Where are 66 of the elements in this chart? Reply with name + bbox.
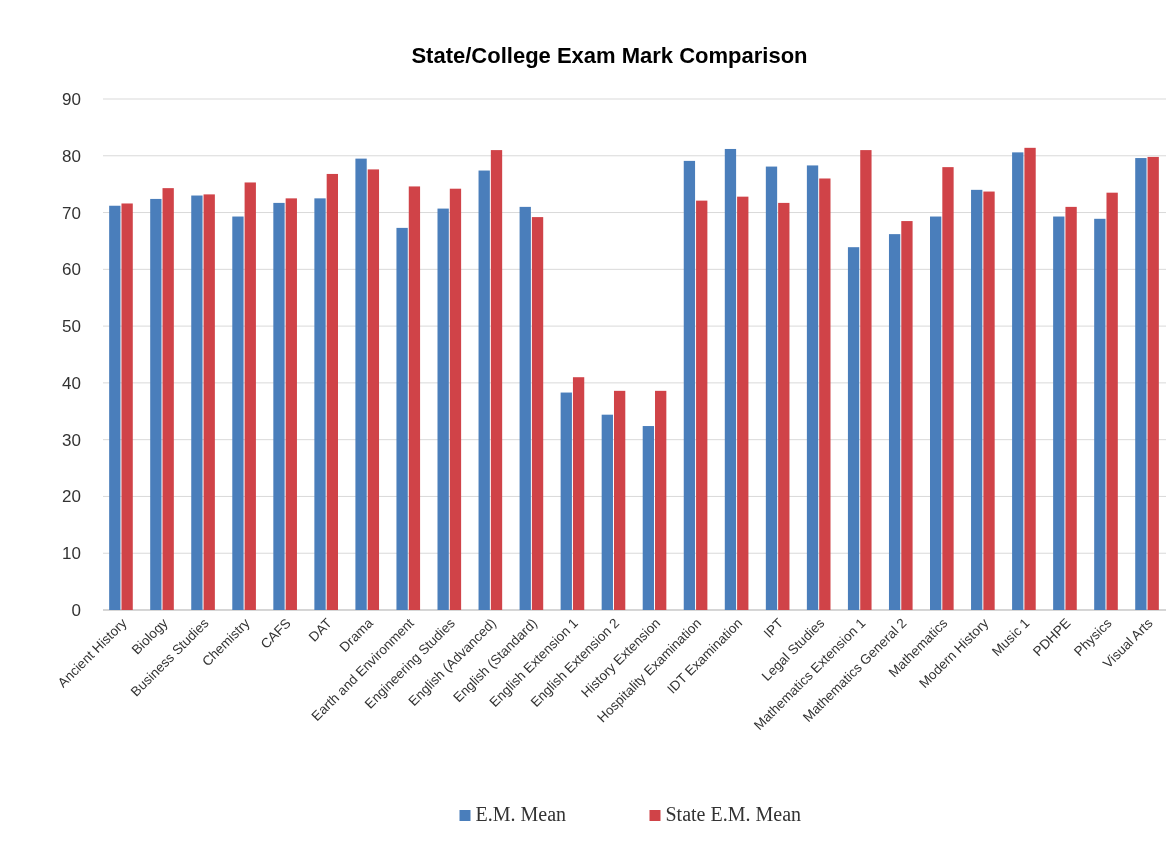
bar	[683, 160, 696, 610]
bar	[367, 169, 380, 610]
x-tick-label: IPT	[760, 615, 787, 641]
bar	[888, 234, 901, 610]
y-tick-label: 30	[62, 430, 81, 450]
bar	[285, 198, 297, 610]
bar	[983, 191, 995, 610]
bar	[901, 221, 913, 610]
bar	[930, 216, 942, 610]
bar	[819, 178, 831, 610]
bar	[806, 165, 819, 610]
bar	[971, 189, 983, 610]
y-tick-label: 0	[71, 600, 81, 620]
bar	[1053, 216, 1065, 610]
bar	[273, 202, 285, 610]
bar	[314, 198, 326, 610]
bar	[1024, 147, 1036, 610]
chart-title: State/College Exam Mark Comparison	[411, 43, 808, 68]
bar	[478, 170, 490, 610]
bar	[1106, 192, 1118, 610]
y-tick-label: 20	[62, 487, 81, 507]
bar	[942, 167, 954, 610]
bar	[847, 247, 860, 610]
bar	[778, 202, 790, 610]
bar	[1094, 218, 1106, 610]
bar	[396, 227, 408, 610]
bar	[613, 390, 626, 610]
y-tick-label: 80	[62, 146, 81, 166]
bar	[642, 426, 655, 610]
legend-label: State E.M. Mean	[665, 803, 802, 825]
bar	[560, 392, 572, 610]
bar	[162, 188, 174, 610]
bar	[191, 195, 203, 610]
bar	[326, 173, 338, 610]
y-tick-label: 50	[62, 317, 81, 337]
bar	[601, 414, 613, 610]
bar	[655, 390, 667, 610]
bar	[203, 194, 215, 610]
bar	[696, 200, 708, 610]
bar	[765, 166, 778, 610]
bar	[519, 206, 531, 610]
bar	[408, 186, 421, 610]
bar	[1135, 158, 1147, 610]
bar	[1012, 152, 1024, 610]
y-tick-label: 70	[62, 203, 81, 223]
y-tick-label: 10	[62, 544, 81, 564]
bar	[531, 217, 544, 610]
bar	[860, 150, 872, 610]
legend-label: E.M. Mean	[475, 803, 567, 825]
bar	[109, 205, 121, 610]
bar	[449, 188, 462, 610]
bar	[490, 150, 503, 610]
bar	[572, 377, 585, 610]
bar	[737, 196, 749, 610]
bar	[121, 203, 133, 610]
bar	[1147, 156, 1159, 610]
bar	[437, 208, 449, 610]
bar	[1065, 206, 1077, 610]
bar	[355, 158, 367, 610]
bar	[724, 148, 737, 610]
y-tick-label: 40	[62, 373, 81, 393]
bar	[244, 182, 256, 610]
bar	[232, 216, 244, 610]
bar	[150, 198, 162, 610]
y-tick-label: 60	[62, 260, 81, 280]
y-tick-label: 90	[62, 89, 81, 109]
